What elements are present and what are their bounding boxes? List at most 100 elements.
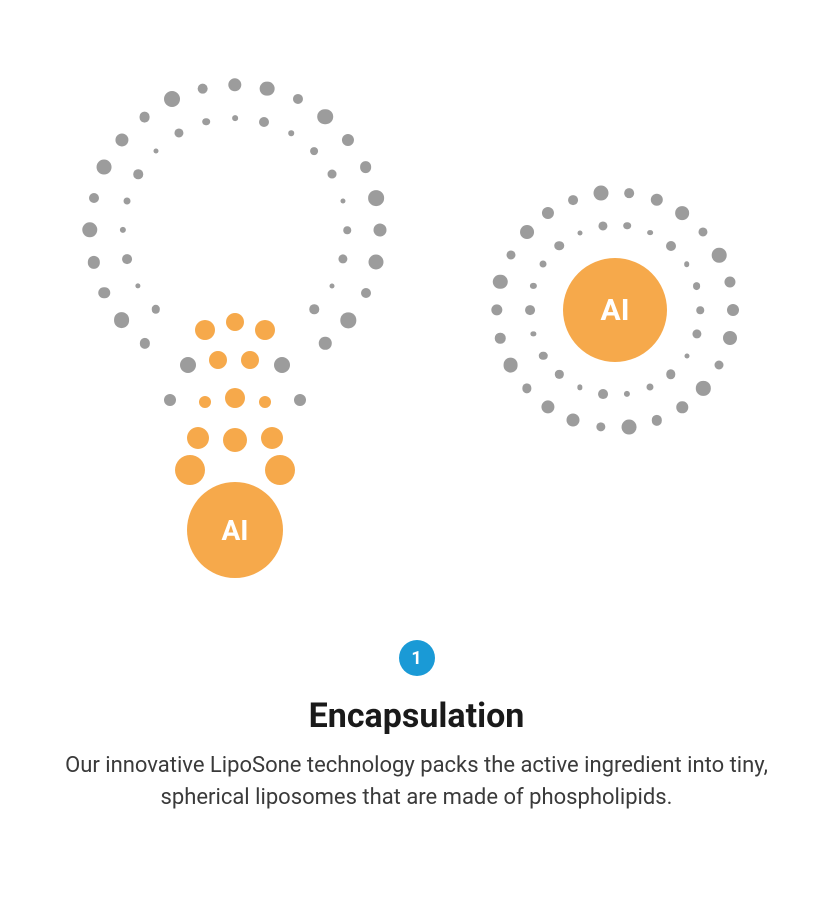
step-title: Encapsulation (60, 696, 773, 736)
ring-dot (493, 275, 507, 289)
ring-dot (596, 422, 605, 431)
ai-circle: AI (187, 482, 283, 578)
ring-dot (133, 169, 143, 179)
ring-dot (623, 222, 631, 230)
ring-dot (259, 117, 269, 127)
ring-dot (712, 248, 727, 263)
ring-dot (152, 305, 160, 313)
ring-dot (329, 284, 334, 289)
ring-dot (197, 83, 208, 94)
funnel-dot (226, 313, 244, 331)
funnel-dot (255, 320, 275, 340)
funnel-dot (187, 427, 209, 449)
ring-dot (122, 254, 132, 264)
funnel-dot (225, 388, 245, 408)
ring-dot (676, 401, 687, 412)
ring-dot (622, 420, 637, 435)
ring-dot (288, 130, 294, 136)
ring-dot (530, 283, 536, 289)
ring-dot (696, 381, 710, 395)
text-block: 1 Encapsulation Our innovative LipoSone … (0, 640, 833, 814)
ring-dot (343, 226, 351, 234)
ring-dot (339, 254, 348, 263)
ring-dot (647, 230, 653, 236)
ring-dot (97, 160, 112, 175)
funnel-dot (241, 351, 259, 369)
ring-dot (369, 255, 384, 270)
funnel-dot (180, 357, 196, 373)
ring-dot (520, 225, 534, 239)
ring-dot (139, 111, 150, 122)
ring-dot (675, 206, 689, 220)
funnel-dot (195, 320, 215, 340)
ring-dot (228, 78, 241, 91)
ring-dot (696, 306, 704, 314)
ring-dot (99, 287, 110, 298)
ring-dot (666, 370, 675, 379)
ring-dot (310, 147, 318, 155)
ring-dot (693, 282, 701, 290)
ring-dot (651, 193, 663, 205)
ring-dot (495, 333, 505, 343)
ring-dot (555, 241, 565, 251)
ring-dot (82, 222, 97, 237)
ring-dot (115, 133, 128, 146)
funnel-dot (199, 396, 211, 408)
ring-dot (652, 415, 662, 425)
ring-dot (624, 391, 630, 397)
ring-dot (541, 401, 554, 414)
ring-dot (374, 224, 387, 237)
ring-dot (522, 384, 531, 393)
funnel-dot (209, 351, 227, 369)
ring-dot (555, 370, 563, 378)
ring-dot (568, 195, 578, 205)
ring-dot (692, 329, 701, 338)
ring-dot (174, 128, 183, 137)
funnel-dot (265, 455, 295, 485)
ring-dot (318, 109, 334, 125)
ring-dot (202, 118, 210, 126)
ring-dot (293, 94, 303, 104)
ring-dot (539, 352, 547, 360)
ring-dot (361, 288, 371, 298)
ring-dot (123, 198, 130, 205)
ring-dot (715, 360, 724, 369)
ring-dot (666, 241, 676, 251)
ring-dot (598, 389, 608, 399)
ring-dot (232, 115, 238, 121)
ring-dot (593, 185, 608, 200)
ring-dot (341, 313, 356, 328)
ring-dot (577, 385, 582, 390)
ring-dot (153, 148, 158, 153)
step-description: Our innovative LipoSone technology packs… (60, 750, 773, 814)
ring-dot (540, 261, 547, 268)
ring-dot (319, 337, 331, 349)
funnel-dot (175, 455, 205, 485)
ai-circle: AI (563, 258, 667, 362)
ring-dot (491, 304, 502, 315)
ring-dot (684, 261, 690, 267)
ring-dot (647, 384, 654, 391)
ring-dot (164, 91, 180, 107)
ring-dot (114, 312, 130, 328)
funnel-dot (223, 428, 247, 452)
ring-dot (542, 207, 554, 219)
encapsulation-diagram: AI AI (0, 0, 833, 620)
ring-dot (328, 170, 337, 179)
ring-dot (699, 227, 708, 236)
ring-dot (135, 283, 140, 288)
ring-dot (506, 251, 515, 260)
ring-dot (684, 353, 689, 358)
ring-dot (525, 305, 535, 315)
ring-dot (531, 331, 536, 336)
ring-dot (567, 414, 580, 427)
ring-dot (309, 304, 318, 313)
funnel-dot (164, 394, 176, 406)
ring-dot (139, 338, 149, 348)
funnel-dot (274, 357, 290, 373)
step-number: 1 (411, 648, 421, 669)
ring-dot (360, 161, 372, 173)
ring-dot (723, 331, 737, 345)
ring-dot (87, 256, 99, 268)
step-number-badge: 1 (399, 640, 435, 676)
